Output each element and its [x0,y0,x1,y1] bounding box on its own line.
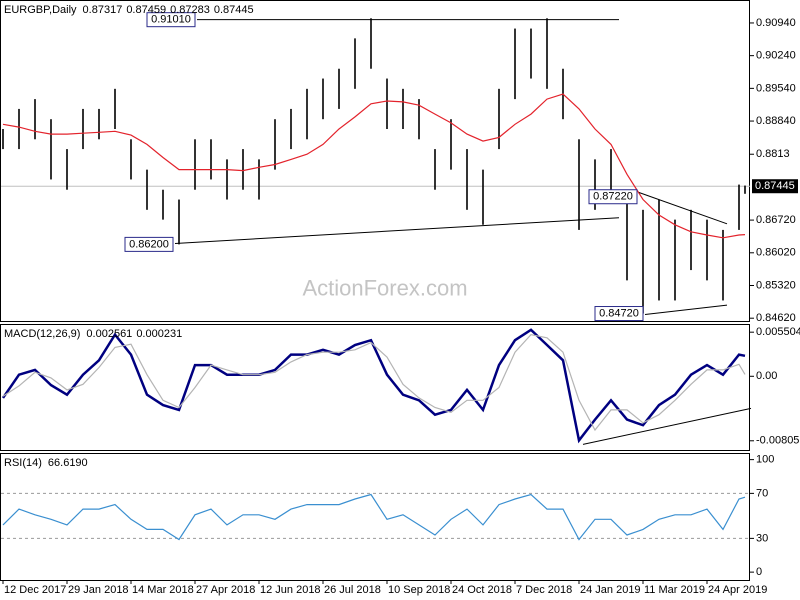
header-value: 0.87283 [170,4,210,16]
trend-line [638,192,728,225]
y-tick-label: 0.88840 [756,115,796,127]
price-label: 0.87445 [755,180,795,192]
header-value: 0.87459 [126,4,166,16]
x-tick-label: 11 Mar 2019 [644,584,705,596]
trend-line [174,217,620,244]
y-tick-label: 0.00 [756,370,777,382]
annotation-box [594,306,644,322]
y-tick-label: 0.90940 [756,17,796,29]
panel-name: MACD(12,26,9) [4,328,80,340]
indicator-line [1,328,746,444]
y-tick-label: 0.86720 [756,214,796,226]
y-tick-label: 30 [756,532,768,544]
annotation-box [146,12,196,28]
x-tick-label: 24 Jan 2019 [580,584,641,596]
x-tick-label: 27 Apr 2018 [196,584,255,596]
panel-name: RSI(14) [4,457,42,469]
y-tick-label: 0.85320 [756,279,796,291]
price-label-box [752,179,798,194]
panel-name: EURGBP,Daily [4,4,77,16]
header-value: 0.87445 [214,4,254,16]
header-value: 66.6190 [48,457,88,469]
annotation-label: 0.84720 [599,307,639,319]
y-tick-label: 0.8813 [756,148,790,160]
x-tick-label: 24 Oct 2018 [452,584,512,596]
y-tick-label: 70 [756,487,768,499]
y-tick-label: 0.90240 [756,50,796,62]
annotation-box [588,189,638,205]
header-value: 0.87317 [83,4,123,16]
y-tick-label: 100 [756,454,774,466]
x-tick-label: 7 Dec 2018 [516,584,572,596]
moving-average [2,93,746,239]
rsi-panel-frame [0,453,750,581]
annotation-label: 0.91010 [151,14,191,26]
price-panel-frame [0,0,750,322]
y-tick-label: 0.005504 [756,326,800,338]
header-value: 0.002561 [86,328,132,340]
y-tick-label: 0.84620 [756,312,796,324]
y-tick-label: -0.00805 [756,435,799,447]
watermark: ActionForex.com [302,276,467,301]
indicator-line [2,333,746,432]
x-tick-label: 10 Sep 2018 [388,584,450,596]
x-tick-label: 14 Mar 2018 [132,584,194,596]
annotation-label: 0.87220 [593,191,633,203]
indicator-line [2,493,746,541]
trend-line [644,304,728,315]
x-tick-label: 24 Apr 2019 [708,584,767,596]
macd-panel-frame [0,324,750,451]
x-tick-label: 12 Dec 2017 [4,584,66,596]
annotation-label: 0.86200 [129,238,169,250]
x-tick-label: 29 Jan 2018 [68,584,129,596]
y-tick-label: 0.89540 [756,82,796,94]
x-tick-label: 12 Jun 2018 [260,584,321,596]
y-tick-label: 0.86020 [756,247,796,259]
annotation-box [124,236,174,252]
header-value: 0.000231 [136,328,182,340]
x-tick-label: 26 Jul 2018 [324,584,381,596]
y-tick-label: 0 [756,566,762,578]
trend-line [582,407,752,445]
